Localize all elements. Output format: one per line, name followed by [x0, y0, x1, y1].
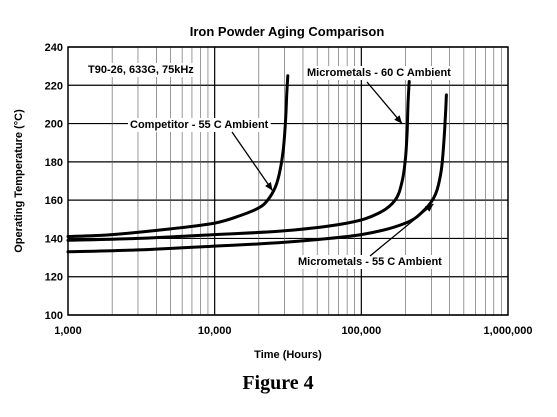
conditions-note: T90-26, 633G, 75kHz: [88, 64, 194, 76]
series-annotation-3: Micrometals - 55 C Ambient: [298, 256, 442, 268]
annotation-arrow-line: [366, 81, 403, 124]
x-tick-labels: 1,000 10,000 100,000 1,000,000: [54, 325, 532, 337]
annotations: Competitor - 55 C Ambient Micrometals - 6…: [128, 66, 454, 269]
annotation-arrow-line: [231, 131, 274, 191]
y-tick-label: 100: [45, 310, 63, 322]
chart-title: Iron Powder Aging Comparison: [190, 24, 385, 39]
y-axis-label: Operating Temperature (°C): [13, 109, 25, 253]
annotation-backing: [305, 66, 454, 80]
annotation-arrowhead: [394, 115, 403, 124]
series-line-3: [66, 93, 448, 254]
conditions-note-backing: [85, 63, 198, 77]
x-tick-label: 1,000: [54, 325, 82, 337]
y-tick-label: 240: [45, 42, 63, 54]
series-lines: [66, 74, 448, 254]
series-annotation-1: Competitor - 55 C Ambient: [130, 119, 269, 131]
figure-caption: Figure 4: [242, 372, 313, 394]
x-tick-label: 1,000,000: [484, 325, 533, 337]
y-tick-label: 180: [45, 157, 63, 169]
series-line-2: [66, 80, 411, 242]
plot-frame: [67, 46, 509, 316]
x-axis-label: Time (Hours): [254, 349, 322, 361]
series-line-1: [66, 74, 290, 238]
y-tick-label: 200: [45, 119, 63, 131]
y-tick-label: 140: [45, 233, 63, 245]
x-tick-label: 100,000: [341, 325, 381, 337]
y-tick-label: 160: [45, 195, 63, 207]
y-tick-labels: 100 120 140 160 180 200 220 240: [45, 42, 63, 322]
annotation-arrowhead: [265, 182, 273, 191]
y-tick-label: 220: [45, 80, 63, 92]
annotation-arrow-line: [369, 203, 434, 257]
annotation-arrowhead: [424, 203, 434, 212]
x-tick-label: 10,000: [198, 325, 232, 337]
annotation-backing: [128, 118, 271, 132]
annotation-backing: [296, 255, 445, 269]
y-tick-label: 120: [45, 272, 63, 284]
series-annotation-2: Micrometals - 60 C Ambient: [307, 67, 451, 79]
